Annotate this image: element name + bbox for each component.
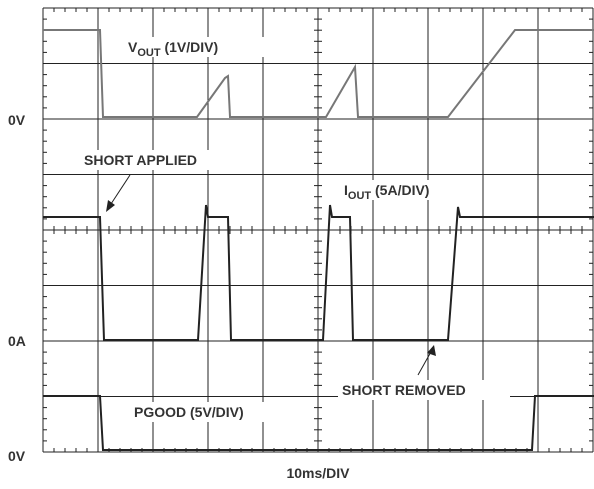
label-bg [338, 380, 510, 400]
pgood-label: PGOOD (5V/DIV) [134, 404, 244, 420]
label-bg [340, 180, 475, 200]
vout-label: VOUT (1V/DIV) [128, 39, 218, 59]
arrow-head [427, 345, 436, 356]
arrow-head [106, 200, 115, 212]
graticule [42, 7, 594, 453]
iout-trace [43, 204, 594, 341]
timebase-label: 10ms/DIV [286, 465, 350, 481]
iout-label: IOUT (5A/DIV) [344, 182, 429, 202]
label-bg [128, 402, 278, 422]
zero-label: 0V [8, 448, 26, 464]
arrow [417, 349, 433, 376]
vout-trace [43, 29, 594, 118]
short-applied-label: SHORT APPLIED [84, 152, 197, 168]
zero-label: 0A [8, 333, 26, 349]
arrow [108, 174, 131, 208]
zero-label: 0V [8, 112, 26, 128]
label-bg [80, 150, 242, 170]
short-removed-label: SHORT REMOVED [342, 382, 466, 398]
pgood-trace [43, 395, 594, 451]
label-bg [124, 37, 280, 57]
